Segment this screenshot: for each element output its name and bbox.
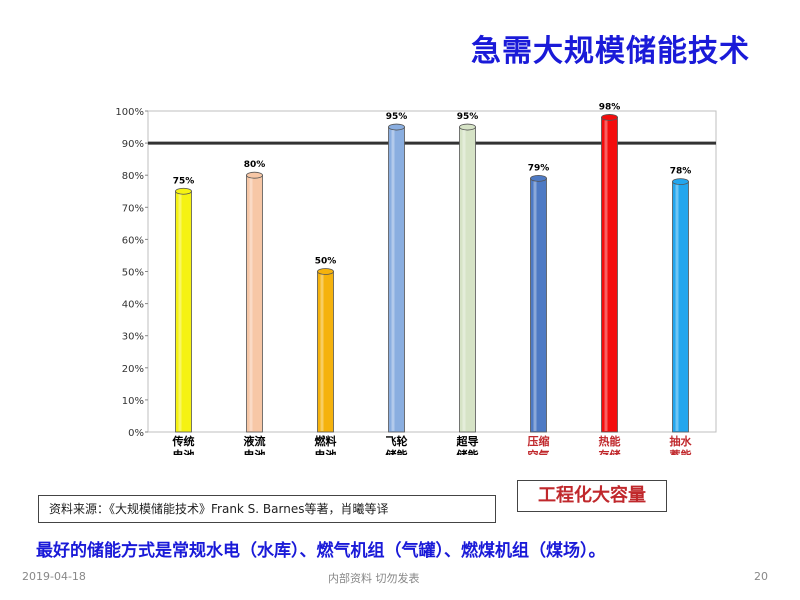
bar-cap	[388, 123, 405, 131]
bar-value-label: 95%	[386, 112, 408, 122]
category-label: 超导	[456, 434, 479, 448]
bar-value-label: 98%	[599, 102, 621, 112]
bar	[388, 126, 405, 433]
category-label: 传统	[172, 434, 195, 448]
bar-cap	[317, 268, 334, 275]
slide-title: 急需大规模储能技术	[471, 34, 750, 69]
chart-canvas: 0%10%20%30%40%50%60%70%80%90%100%75%传统电池…	[115, 102, 717, 462]
bar-value-label: 75%	[173, 176, 195, 186]
y-tick-label: 0%	[128, 428, 144, 439]
bar-value-label: 50%	[315, 257, 337, 267]
bar-highlight	[675, 184, 679, 431]
category-label: 燃料	[314, 434, 337, 448]
bar	[459, 126, 476, 433]
highlight-label: 工程化大容量	[517, 480, 667, 512]
category-label: 抽水	[670, 434, 693, 448]
category-label: 热能	[599, 434, 621, 448]
bar-cap	[530, 175, 547, 182]
category-label: 储能	[386, 448, 408, 455]
y-tick-label: 20%	[122, 364, 144, 375]
bar-value-label: 79%	[528, 163, 550, 173]
bar-highlight	[604, 120, 608, 432]
footer-confidential: 内部资料 切勿发表	[328, 572, 420, 585]
category-label: 蓄能	[670, 448, 692, 455]
source-citation: 资料来源：《大规模储能技术》Frank S. Barnes等著，肖曦等译	[38, 495, 496, 523]
bar-chart: 0%10%20%30%40%50%60%70%80%90%100%75%传统电池…	[115, 95, 718, 462]
category-label: 液流	[244, 434, 266, 448]
bar-highlight	[533, 181, 537, 431]
bar-highlight	[320, 274, 324, 431]
summary-text: 最好的储能方式是常规水电（水库）、燃气机组（气罐）、燃煤机组（煤场）。	[36, 541, 606, 561]
y-tick-label: 60%	[122, 235, 144, 246]
y-tick-label: 30%	[122, 332, 144, 343]
footer-page-number: 20	[754, 570, 768, 583]
bar-highlight	[462, 130, 466, 432]
bar-cap	[175, 187, 192, 195]
plot-area	[147, 110, 717, 433]
bar-highlight	[391, 130, 395, 432]
category-label: 存储	[599, 448, 621, 455]
y-tick-label: 90%	[122, 139, 144, 150]
category-label: 飞轮	[386, 434, 408, 448]
bar-cap	[459, 123, 476, 131]
bar	[246, 174, 263, 433]
y-tick-label: 40%	[122, 300, 144, 311]
bar-cap	[672, 178, 689, 186]
category-label: 空气	[528, 448, 550, 455]
y-tick-label: 80%	[122, 171, 144, 182]
footer-date: 2019-04-18	[22, 570, 86, 583]
category-label: 电池	[173, 448, 195, 455]
y-tick-label: 100%	[116, 107, 144, 118]
y-tick-label: 10%	[122, 396, 144, 407]
category-label: 电池	[244, 448, 266, 455]
bar-cap	[246, 171, 263, 179]
bar	[317, 271, 334, 433]
bar	[175, 190, 192, 433]
bar-highlight	[178, 194, 182, 431]
y-tick-label: 50%	[122, 268, 144, 279]
category-label: 储能	[457, 448, 479, 455]
bar-value-label: 78%	[670, 167, 692, 177]
bar-cap	[601, 114, 618, 121]
bar	[672, 181, 689, 433]
bar-value-label: 95%	[457, 112, 479, 122]
y-tick-label: 70%	[122, 203, 144, 214]
bar	[601, 117, 618, 433]
bar	[530, 178, 547, 433]
bar-value-label: 80%	[244, 160, 266, 170]
bar-highlight	[249, 178, 253, 431]
category-label: 压缩	[528, 434, 550, 448]
category-label: 电池	[315, 448, 337, 455]
